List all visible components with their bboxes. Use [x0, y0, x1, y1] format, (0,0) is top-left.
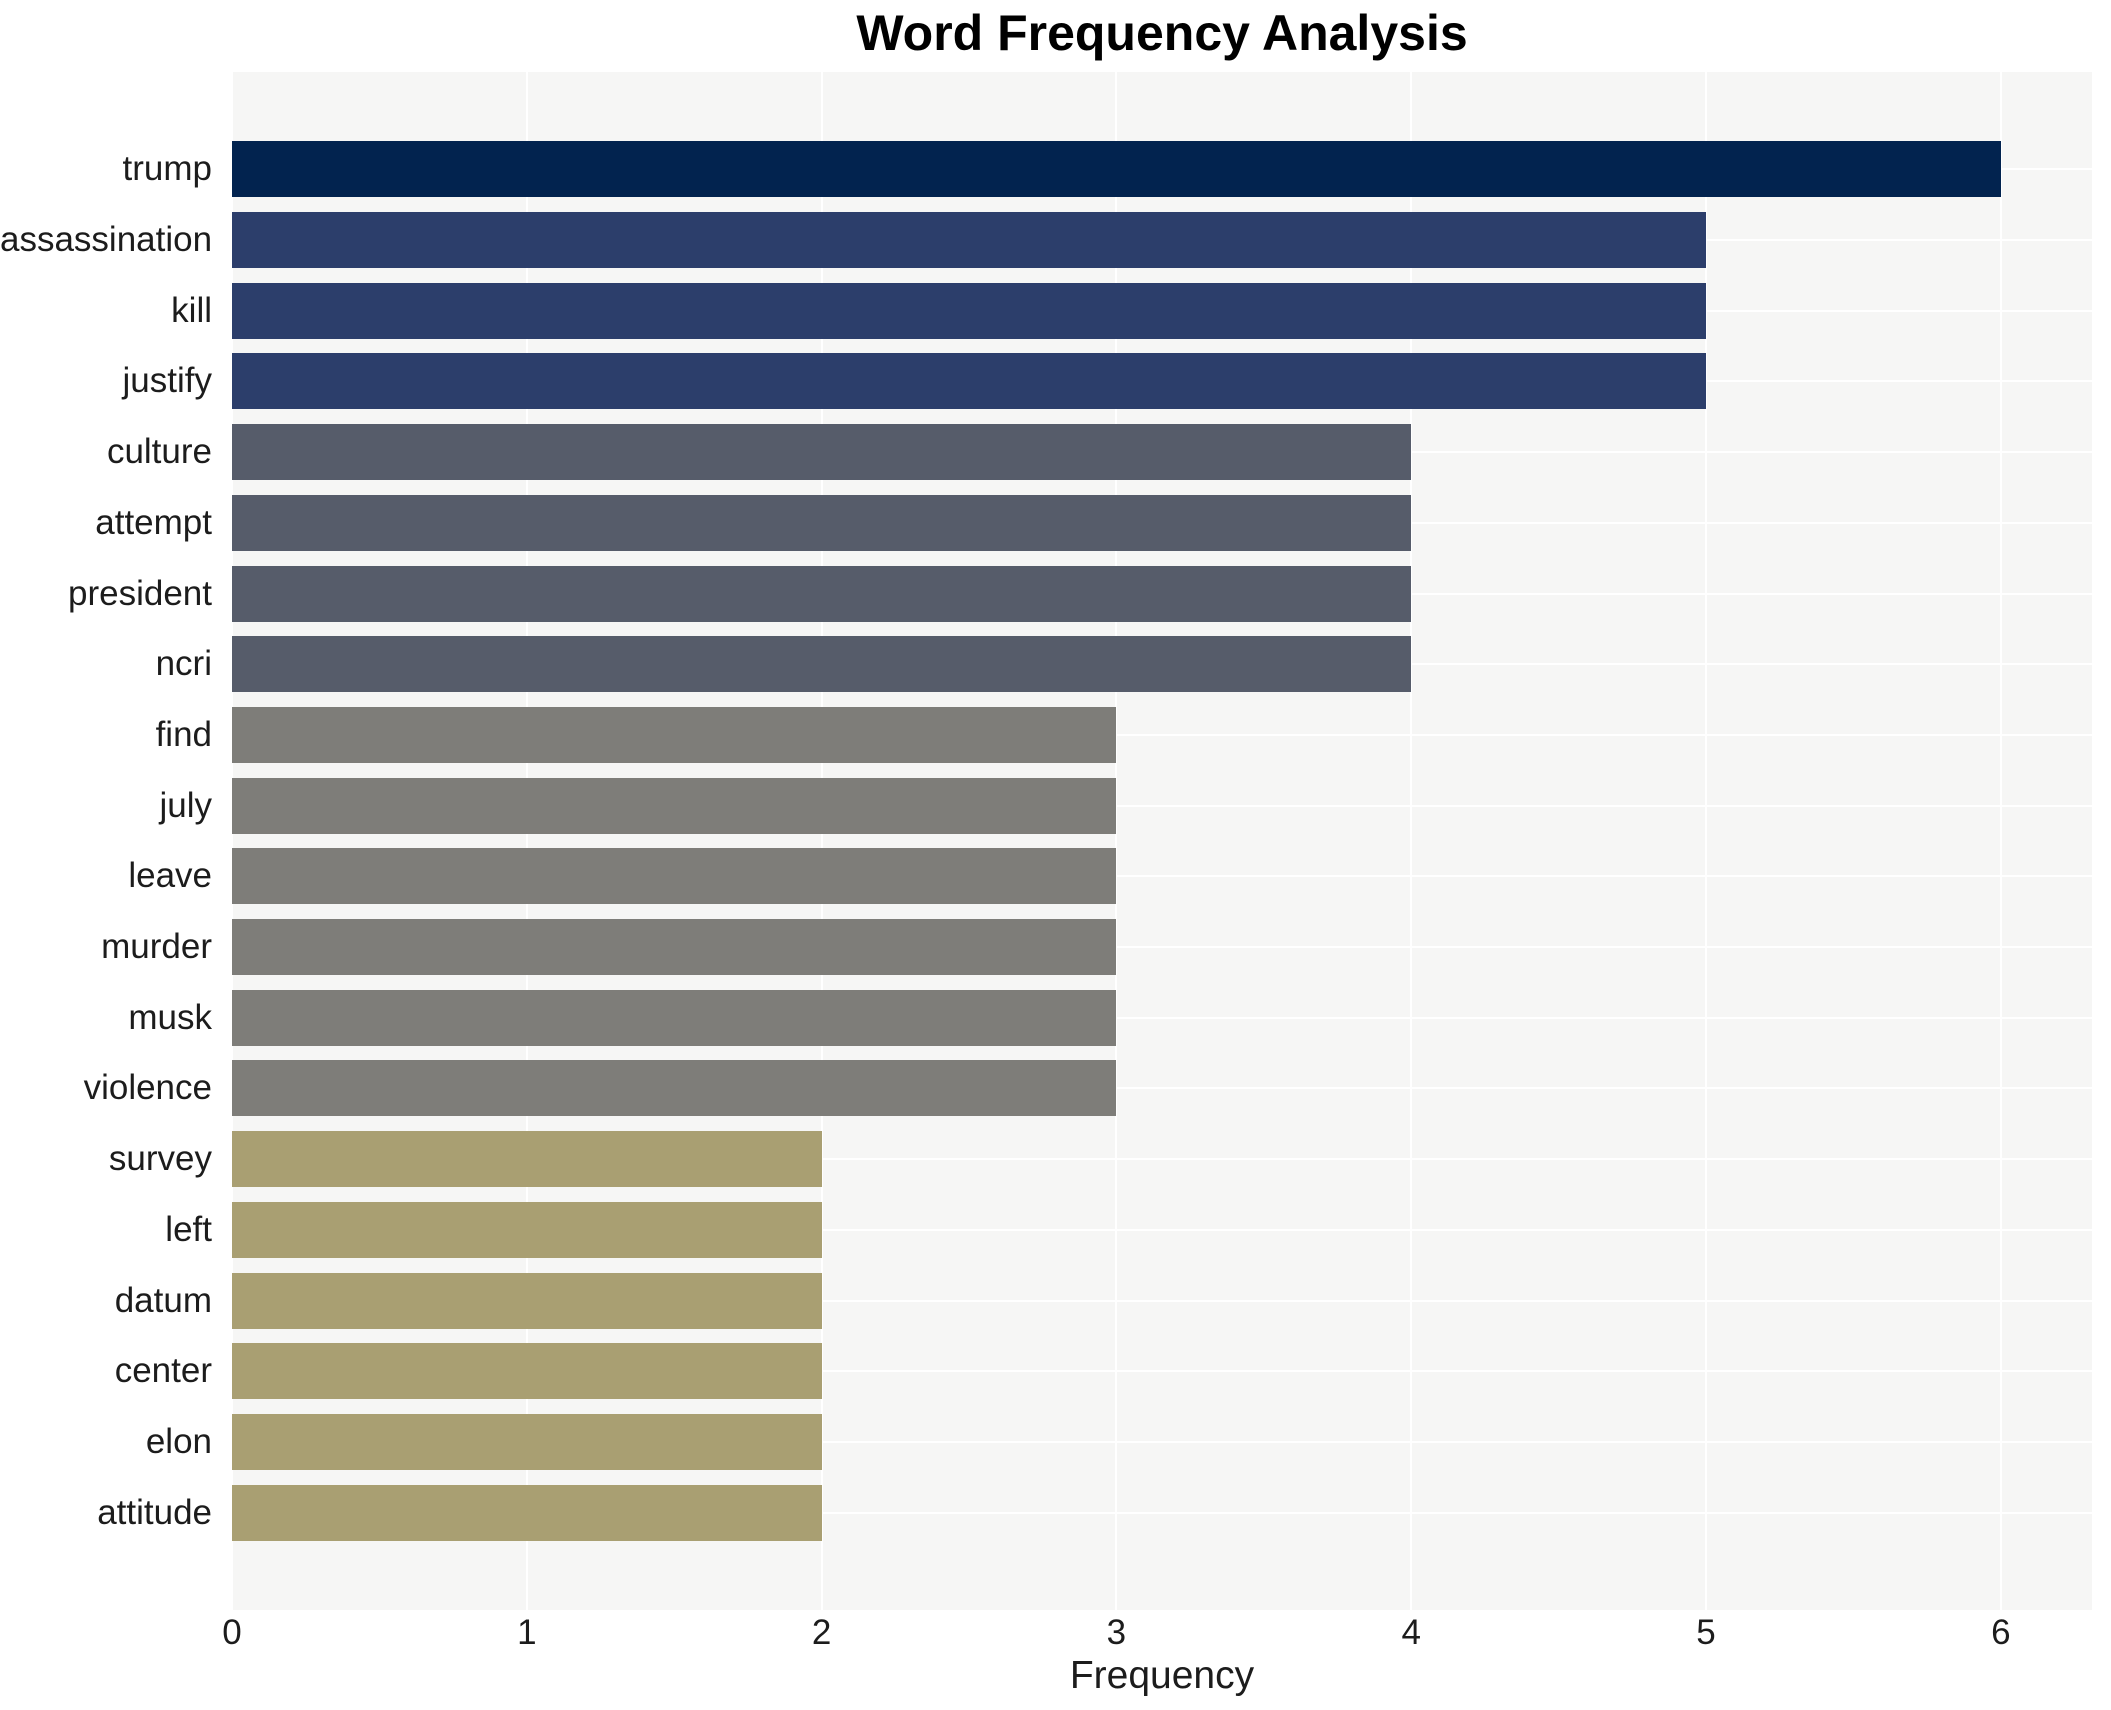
v-gridline: [1999, 72, 2002, 1610]
y-axis-label-justify: justify: [122, 361, 212, 401]
bar-president: [232, 565, 1412, 622]
y-axis-label-president: president: [68, 573, 212, 613]
bar-violence: [232, 1060, 1117, 1117]
bar-datum: [232, 1272, 822, 1329]
bar-trump: [232, 141, 2001, 198]
y-axis-label-violence: violence: [83, 1068, 212, 1108]
chart-title: Word Frequency Analysis: [856, 5, 1468, 61]
bar-july: [232, 777, 1117, 834]
y-axis-label-find: find: [155, 714, 212, 754]
h-gridline: [232, 1511, 2092, 1514]
y-axis-label-culture: culture: [106, 432, 212, 472]
x-tick-label-0: 0: [222, 1613, 242, 1652]
v-gridline: [820, 72, 823, 1610]
h-gridline: [232, 804, 2092, 807]
v-gridline: [231, 72, 233, 1610]
x-tick-label-1: 1: [517, 1613, 537, 1652]
y-axis-label-center: center: [114, 1351, 212, 1391]
bar-find: [232, 706, 1117, 763]
x-tick-label-2: 2: [811, 1613, 832, 1652]
x-axis-ticks: 0 1 2 3 4 5 6: [222, 1613, 2092, 1657]
h-gridline: [232, 1370, 2092, 1373]
v-gridline: [1705, 72, 1707, 1610]
bar-musk: [232, 989, 1117, 1046]
x-tick-label-6: 6: [1991, 1613, 2011, 1652]
y-axis-label-elon: elon: [145, 1421, 212, 1461]
y-axis-label-attempt: attempt: [95, 502, 212, 542]
x-tick-label-5: 5: [1696, 1613, 1716, 1652]
v-gridline: [1115, 72, 1118, 1610]
v-gridline: [1410, 72, 1413, 1610]
bar-assassination: [232, 212, 1706, 269]
bar-left: [232, 1201, 822, 1258]
y-axis-label-kill: kill: [171, 290, 212, 330]
h-gridline: [232, 1158, 2092, 1161]
y-axis-label-ncri: ncri: [155, 644, 212, 684]
bar-culture: [232, 424, 1412, 481]
y-axis-label-leave: leave: [128, 856, 212, 896]
y-axis-label-left: left: [165, 1209, 212, 1249]
y-axis-label-trump: trump: [122, 149, 212, 189]
h-gridline: [232, 1299, 2092, 1302]
y-axis-label-survey: survey: [108, 1139, 212, 1179]
y-axis-label-attitude: attitude: [97, 1492, 212, 1532]
h-gridline: [232, 1087, 2092, 1090]
bar-center: [232, 1343, 822, 1400]
h-gridline: [232, 1440, 2092, 1443]
h-gridline: [232, 875, 2092, 878]
y-axis-label-musk: musk: [128, 997, 212, 1037]
y-axis-label-july: july: [159, 785, 212, 825]
bar-ncri: [232, 636, 1412, 693]
bar-justify: [232, 353, 1706, 410]
bar-kill: [232, 282, 1706, 339]
h-gridline: [232, 733, 2092, 736]
plot-area: [231, 72, 2092, 1610]
y-axis-label-assassination: assassination: [0, 220, 213, 260]
h-gridline: [232, 946, 2092, 949]
x-tick-label-4: 4: [1401, 1613, 1421, 1652]
y-axis-labels: trump assassination kill justify culture atte…: [0, 72, 222, 1610]
bar-survey: [232, 1131, 822, 1188]
h-gridline: [232, 1228, 2092, 1231]
x-tick-label-3: 3: [1106, 1613, 1127, 1652]
bar-attempt: [232, 494, 1412, 551]
bar-leave: [232, 848, 1117, 905]
h-gridline: [232, 1016, 2092, 1019]
x-axis-title: Frequency: [1069, 1654, 1255, 1697]
bar-murder: [232, 919, 1117, 976]
y-axis-label-datum: datum: [114, 1280, 212, 1320]
bar-attitude: [232, 1484, 822, 1541]
y-axis-label-murder: murder: [101, 927, 212, 967]
bar-elon: [232, 1413, 822, 1470]
v-gridline: [525, 72, 528, 1610]
